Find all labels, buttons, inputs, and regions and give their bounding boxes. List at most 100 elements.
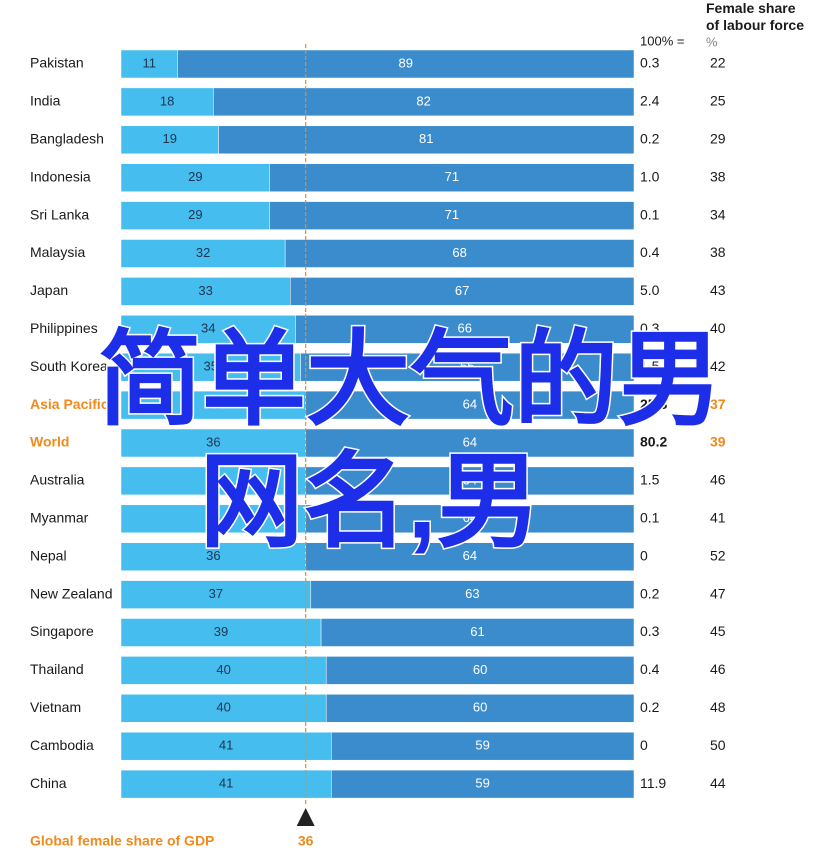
labour-label: 22	[710, 55, 726, 71]
labour-label: 38	[710, 244, 726, 260]
bar-segment	[120, 504, 306, 534]
labour-label: 46	[710, 472, 726, 488]
labour-label: 47	[710, 585, 726, 601]
value-label: 65	[460, 359, 474, 374]
value-label: 36	[206, 434, 220, 449]
value-label: 34	[201, 321, 215, 336]
labour-unit: %	[706, 34, 718, 49]
category-label: South Korea	[30, 358, 108, 374]
bar-segment	[331, 769, 635, 799]
bar-segment	[213, 87, 635, 117]
category-label: Thailand	[30, 661, 84, 677]
bar-segment	[120, 201, 271, 230]
category-label: Nepal	[30, 547, 67, 563]
total-label: 0.1	[640, 206, 660, 222]
bar-segment	[120, 466, 306, 496]
category-label: Myanmar	[30, 510, 89, 526]
category-label: Singapore	[30, 623, 94, 639]
labour-label: 42	[710, 358, 726, 374]
value-label: 36	[206, 510, 220, 525]
value-label: 36	[206, 397, 220, 412]
value-label: 68	[452, 245, 466, 260]
category-label: Japan	[30, 282, 68, 298]
labour-label: 50	[710, 737, 726, 753]
labour-label: 40	[710, 320, 726, 336]
reference-label: Global female share of GDP	[30, 833, 214, 849]
value-label: 40	[216, 700, 230, 715]
value-label: 35	[204, 359, 218, 374]
total-label: 0.4	[640, 661, 660, 677]
total-label: 1.5	[640, 472, 660, 488]
bar-segment	[120, 352, 301, 382]
bar-segment	[300, 352, 635, 382]
category-label: India	[30, 93, 61, 109]
category-label: Philippines	[30, 320, 98, 336]
category-label: Australia	[30, 472, 85, 488]
category-label: Bangladesh	[30, 131, 104, 147]
bar-segment	[120, 428, 306, 458]
labour-label: 34	[710, 206, 726, 222]
category-label: China	[30, 775, 67, 791]
bar-segment	[295, 315, 635, 344]
total-label: 0.2	[640, 699, 660, 715]
total-label: 0	[640, 737, 648, 753]
labour-label: 46	[710, 661, 726, 677]
labour-label: 43	[710, 282, 726, 298]
bar-segment	[325, 694, 635, 723]
category-label: Vietnam	[30, 699, 81, 715]
bar-segment	[120, 277, 291, 306]
reference-marker	[296, 808, 315, 826]
value-label: 60	[473, 662, 487, 677]
labour-label: 39	[710, 434, 726, 450]
bar-segment	[120, 618, 322, 647]
bar-segment	[305, 428, 635, 458]
category-label: Pakistan	[30, 55, 84, 71]
total-label: 0.2	[640, 585, 660, 601]
totals-header: 100% =	[640, 33, 684, 48]
category-label: Cambodia	[30, 737, 94, 753]
value-label: 36	[206, 548, 220, 563]
bar-segment	[218, 125, 635, 155]
value-label: 19	[163, 131, 177, 146]
category-label: World	[30, 434, 69, 450]
labour-label: 41	[710, 510, 726, 526]
total-label: 1.0	[640, 168, 660, 184]
category-label: Sri Lanka	[30, 206, 89, 222]
value-label: 82	[416, 93, 430, 108]
total-label: 0.1	[640, 510, 660, 526]
reference-value: 36	[298, 833, 314, 849]
bar-segment	[305, 466, 635, 496]
value-label: 11	[142, 55, 156, 70]
value-label: 64	[463, 510, 477, 525]
bar-segment	[120, 542, 306, 571]
bar-segment	[325, 656, 635, 685]
value-label: 81	[419, 131, 433, 146]
value-label: 32	[196, 245, 210, 260]
labour-label: 44	[710, 775, 726, 791]
value-label: 18	[160, 93, 174, 108]
labour-label: 52	[710, 547, 726, 563]
value-label: 67	[455, 283, 469, 298]
value-label: 61	[470, 624, 484, 639]
labour-label: 37	[710, 396, 726, 412]
labour-label: 25	[710, 93, 726, 109]
value-label: 40	[216, 662, 230, 677]
watermark-text: 简单大气的男	[98, 322, 722, 438]
total-label: 0.2	[640, 131, 660, 147]
category-label: New Zealand	[30, 585, 113, 601]
total-label: 0.4	[640, 244, 660, 260]
bar-segment	[120, 731, 332, 761]
bar-segment	[120, 315, 296, 344]
labour-label: 45	[710, 623, 726, 639]
bar-segment	[120, 656, 327, 685]
category-label: Indonesia	[30, 168, 91, 184]
value-label: 64	[463, 472, 477, 487]
value-label: 37	[209, 586, 223, 601]
watermark-text: 网名,男	[200, 444, 541, 560]
total-label: 0.3	[640, 320, 660, 336]
value-label: 66	[457, 321, 471, 336]
total-label: 0.3	[640, 623, 660, 639]
bar-segment	[269, 163, 635, 192]
total-label: 0	[640, 547, 648, 563]
